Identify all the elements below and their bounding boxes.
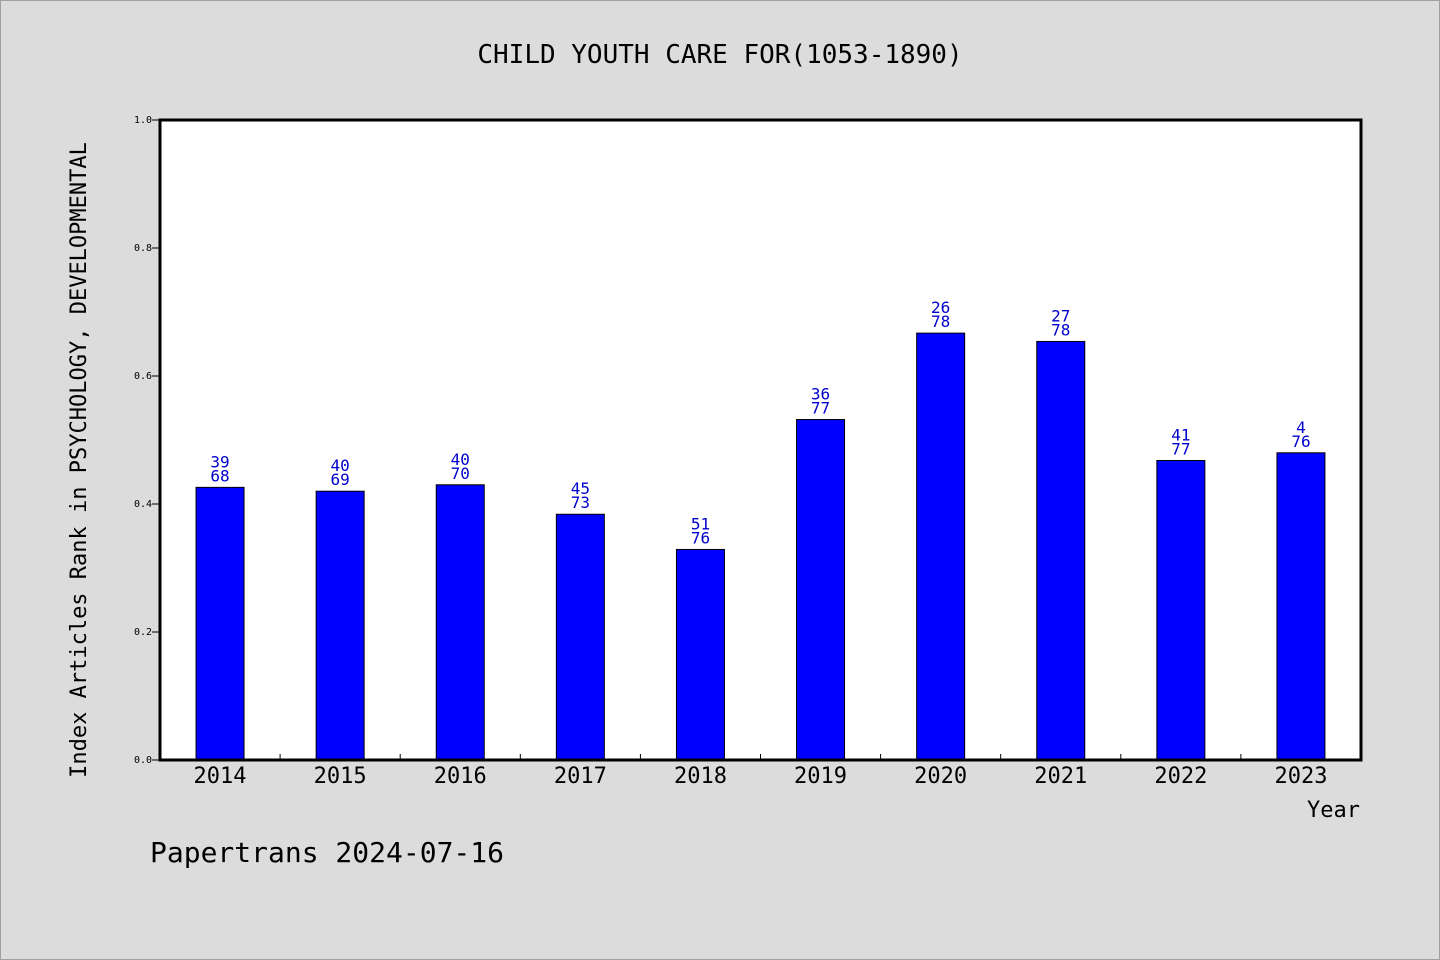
bar-total-label: 76 — [1291, 432, 1310, 451]
bar-rank-label: 26 — [931, 298, 950, 317]
bar-rank-label: 45 — [571, 479, 590, 498]
x-axis-title: Year — [1307, 798, 1360, 823]
y-tick-label: 0.8 — [134, 243, 152, 254]
bar — [675, 548, 725, 761]
x-tick-label: 2021 — [1034, 764, 1087, 789]
footer-text: Papertrans 2024-07-16 — [150, 836, 504, 869]
bar-total-label: 78 — [931, 312, 950, 331]
x-tick-label: 2022 — [1154, 764, 1207, 789]
bar-rank-label: 39 — [210, 452, 229, 471]
bar-total-label: 73 — [571, 493, 590, 512]
x-tick-label: 2023 — [1274, 764, 1327, 789]
bar — [796, 419, 846, 761]
x-axis: 2014 2015 2016 2017 2018 2019 2020 2021 2022 2023 — [194, 754, 1327, 789]
bar-total-label: 76 — [691, 528, 710, 547]
bar-rank-label: 4 — [1296, 418, 1306, 437]
bar-total-label: 68 — [210, 466, 229, 485]
bar — [555, 513, 605, 761]
bar-total-label: 70 — [451, 464, 470, 483]
bar — [1276, 452, 1326, 761]
bar — [435, 484, 485, 761]
x-tick-label: 2014 — [194, 764, 247, 789]
x-tick-label: 2016 — [434, 764, 487, 789]
bar-total-label: 78 — [1051, 320, 1070, 339]
bar-rank-label: 41 — [1171, 425, 1190, 444]
bar — [195, 486, 245, 761]
bar — [1036, 340, 1086, 761]
x-tick-label: 2019 — [794, 764, 847, 789]
bar-series — [195, 332, 1326, 761]
bar-rank-label: 40 — [331, 456, 350, 475]
bar-rank-label: 36 — [811, 385, 830, 404]
bar — [1156, 459, 1206, 761]
x-tick-label: 2020 — [914, 764, 967, 789]
bar-rank-label: 27 — [1051, 306, 1070, 325]
bar-rank-label: 51 — [691, 514, 710, 533]
y-tick-label: 0.0 — [134, 755, 152, 766]
chart-title: CHILD YOUTH CARE FOR(1053-1890) — [477, 40, 962, 70]
bar-total-label: 77 — [1171, 439, 1190, 458]
y-tick-label: 1.0 — [134, 115, 152, 126]
bar — [315, 490, 365, 761]
y-axis-title: Index Articles Rank in PSYCHOLOGY, DEVEL… — [67, 142, 92, 778]
y-tick-label: 0.6 — [134, 371, 152, 382]
x-tick-label: 2015 — [314, 764, 367, 789]
bar-total-label: 77 — [811, 399, 830, 418]
x-tick-label: 2018 — [674, 764, 727, 789]
plot-frame — [158, 118, 1363, 762]
y-tick-label: 0.2 — [134, 627, 152, 638]
bar-total-label: 69 — [331, 470, 350, 489]
y-tick-label: 0.4 — [134, 499, 152, 510]
bar — [916, 332, 966, 761]
bar-rank-label: 40 — [451, 450, 470, 469]
x-tick-label: 2017 — [554, 764, 607, 789]
